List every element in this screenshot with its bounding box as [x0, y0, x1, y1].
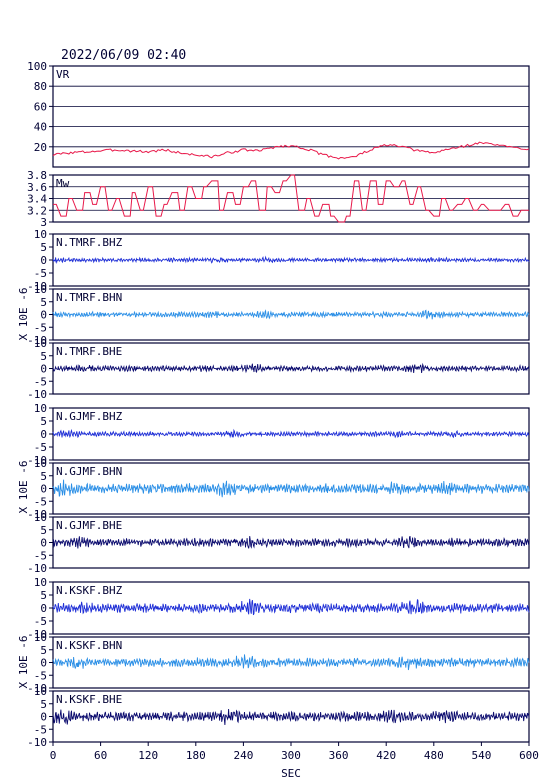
- series-line-n-tmrf-bhn: [52, 309, 530, 320]
- panel-label: VR: [56, 68, 70, 81]
- y-tick-label: 10: [34, 631, 47, 644]
- series-line-n-gjmf-bhe: [52, 535, 530, 549]
- x-tick-label: 120: [138, 749, 158, 762]
- y-tick-label: 100: [27, 60, 47, 73]
- y-tick-label: -5: [34, 495, 47, 508]
- y-tick-label: -10: [27, 280, 47, 293]
- y-tick-label: 0: [40, 602, 47, 615]
- panel-frame: [52, 65, 530, 168]
- y-tick-label: 0: [40, 363, 47, 376]
- y-tick-label: 60: [34, 100, 47, 113]
- y-tick-label: 0: [40, 657, 47, 670]
- series-line-mw: [53, 174, 529, 223]
- x-tick-label: 540: [471, 749, 491, 762]
- series-line-n-gjmf-bhn: [52, 479, 530, 498]
- x-tick-label: 180: [186, 749, 206, 762]
- x-tick-label: 420: [376, 749, 396, 762]
- y-tick-label: 0: [40, 309, 47, 322]
- y-tick-label: 0: [40, 254, 47, 267]
- y-tick-label: -5: [34, 321, 47, 334]
- y-tick-label: 80: [34, 80, 47, 93]
- y-tick-label: 5: [40, 296, 47, 309]
- x-tick-label: 60: [94, 749, 107, 762]
- panel-label: N.TMRF.BHE: [56, 345, 122, 358]
- y-unit-label: X 10E -6: [17, 461, 30, 514]
- series-line-n-kskf-bhe: [52, 708, 530, 726]
- series-line-n-kskf-bhn: [52, 654, 530, 671]
- y-tick-label: -10: [27, 682, 47, 695]
- y-tick-label: 10: [34, 402, 47, 415]
- y-tick-label: 5: [40, 524, 47, 537]
- y-tick-label: -5: [34, 549, 47, 562]
- y-tick-label: 0: [40, 711, 47, 724]
- y-tick-label: 3.8: [27, 169, 47, 182]
- y-tick-label: -5: [34, 723, 47, 736]
- y-tick-label: 10: [34, 511, 47, 524]
- y-tick-label: 20: [34, 141, 47, 154]
- x-tick-label: 360: [329, 749, 349, 762]
- panel-label: N.GJMF.BHZ: [56, 410, 123, 423]
- y-tick-label: 5: [40, 241, 47, 254]
- x-tick-label: 300: [281, 749, 301, 762]
- panel-label: N.KSKF.BHZ: [56, 584, 123, 597]
- y-tick-label: -5: [34, 375, 47, 388]
- panel-label: Mw: [56, 177, 70, 190]
- x-tick-label: 480: [424, 749, 444, 762]
- y-tick-label: -10: [27, 562, 47, 575]
- y-tick-label: -5: [34, 441, 47, 454]
- y-tick-label: 40: [34, 121, 47, 134]
- y-tick-label: 5: [40, 470, 47, 483]
- series-line-n-gjmf-bhz: [52, 428, 530, 439]
- y-unit-label: X 10E -6: [17, 288, 30, 341]
- y-tick-label: 3: [40, 216, 47, 229]
- y-tick-label: -10: [27, 508, 47, 521]
- y-tick-label: -10: [27, 334, 47, 347]
- series-line-n-tmrf-bhz: [52, 255, 530, 265]
- y-tick-label: -10: [27, 628, 47, 641]
- plot-header: 2022/06/09 02:40: [61, 48, 186, 63]
- y-tick-label: 0: [40, 428, 47, 441]
- y-tick-label: 10: [34, 457, 47, 470]
- y-tick-label: 5: [40, 415, 47, 428]
- x-axis-label: SEC: [281, 767, 301, 780]
- y-tick-label: 10: [34, 337, 47, 350]
- x-tick-label: 240: [233, 749, 253, 762]
- y-tick-label: 5: [40, 644, 47, 657]
- y-tick-label: -10: [27, 454, 47, 467]
- y-tick-label: 10: [34, 283, 47, 296]
- panel-label: N.GJMF.BHE: [56, 519, 122, 532]
- y-tick-label: -5: [34, 669, 47, 682]
- y-tick-label: -10: [27, 736, 47, 749]
- y-tick-label: 10: [34, 576, 47, 589]
- y-tick-label: -10: [27, 388, 47, 401]
- panel-label: N.GJMF.BHN: [56, 465, 122, 478]
- y-tick-label: 5: [40, 350, 47, 363]
- y-tick-label: 3.2: [27, 204, 47, 217]
- y-tick-label: 3.6: [27, 181, 47, 194]
- y-tick-label: 0: [40, 483, 47, 496]
- x-tick-label: 0: [50, 749, 57, 762]
- panel-label: N.KSKF.BHN: [56, 639, 122, 652]
- y-unit-label: X 10E -6: [17, 636, 30, 689]
- y-tick-label: -5: [34, 615, 47, 628]
- y-tick-label: 5: [40, 698, 47, 711]
- panel-label: N.TMRF.BHN: [56, 291, 122, 304]
- y-tick-label: 10: [34, 685, 47, 698]
- panel-label: N.TMRF.BHZ: [56, 236, 123, 249]
- y-tick-label: 5: [40, 589, 47, 602]
- y-tick-label: 3.4: [27, 193, 47, 206]
- panel-label: N.KSKF.BHE: [56, 693, 122, 706]
- series-line-vr: [52, 141, 530, 160]
- y-tick-label: 0: [40, 537, 47, 550]
- x-tick-label: 600: [519, 749, 539, 762]
- series-line-n-kskf-bhz: [52, 598, 530, 616]
- datetime-label: 2022/06/09 02:40: [61, 48, 187, 63]
- series-line-n-tmrf-bhe: [52, 362, 530, 374]
- y-tick-label: 10: [34, 228, 47, 241]
- y-tick-label: -5: [34, 267, 47, 280]
